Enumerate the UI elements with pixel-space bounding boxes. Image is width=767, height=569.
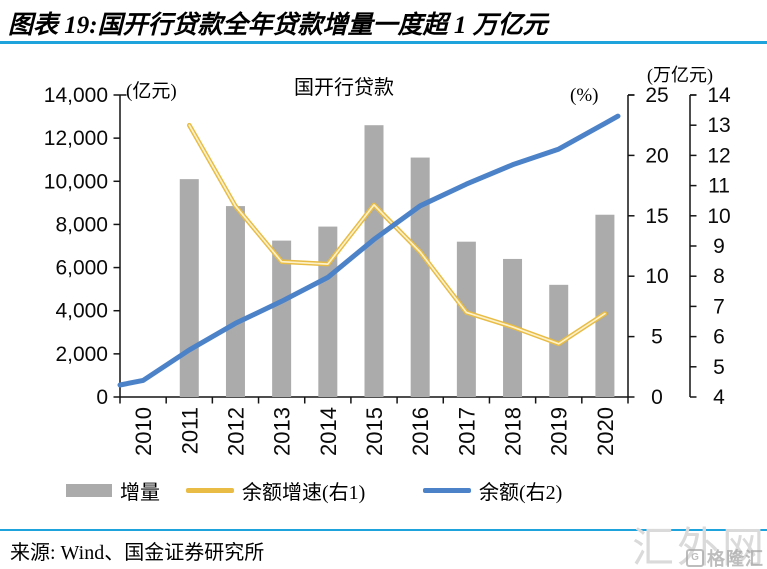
x-axis-tick-label: 2015 <box>362 407 387 456</box>
watermark-text: 汇外网 <box>632 526 767 569</box>
left-axis-unit-label: (亿元) <box>126 81 177 102</box>
bar-2011 <box>179 179 199 397</box>
balance-line <box>117 113 621 388</box>
x-axis-tick-label: 2019 <box>547 407 572 456</box>
x-axis-tick-label: 2018 <box>501 407 526 456</box>
chart-title: 国开行贷款 <box>294 77 394 99</box>
bar-2015 <box>364 125 384 397</box>
bar-2018 <box>503 258 523 397</box>
x-axis-tick-label: 2013 <box>270 407 295 456</box>
x-axis-tick-label: 2017 <box>454 407 479 456</box>
balance-line-swatch <box>423 487 471 493</box>
y-axis-right2-tick-label: 6 <box>713 326 725 349</box>
y-axis-right1-tick-label: 5 <box>651 326 663 349</box>
y-axis-left-tick-label: 10,000 <box>44 170 108 193</box>
y-axis-right1-tick-label: 20 <box>645 144 668 167</box>
legend-item-increment: 增量 <box>66 479 160 504</box>
y-axis-right2-tick-label: 8 <box>713 265 725 288</box>
y-axis-left-tick-label: 6,000 <box>55 257 108 280</box>
right2-axis-unit-label: (万亿元) <box>647 65 713 85</box>
growth-line-core <box>188 124 606 345</box>
y-axis-right2-tick-label: 5 <box>713 356 725 379</box>
x-axis-tick-label: 2014 <box>316 407 341 456</box>
growth-line <box>186 122 608 347</box>
header-rule <box>0 41 767 44</box>
x-axis-tick-label: 2010 <box>131 407 156 456</box>
y-axis-right2-tick-label: 14 <box>707 84 731 107</box>
brand-logo: G 格隆汇 <box>686 545 764 569</box>
x-axis-tick-label: 2020 <box>593 407 618 456</box>
y-axis-left-tick-label: 8,000 <box>55 213 108 236</box>
legend-label: 余额增速(右1) <box>242 481 366 504</box>
y-axis-right2-tick-label: 13 <box>707 114 730 137</box>
y-axis-left-tick-label: 4,000 <box>55 300 108 323</box>
x-axis-tick-label: 2011 <box>177 407 202 454</box>
y-axis-right2-tick-label: 7 <box>713 295 725 318</box>
y-axis-left-tick-label: 2,000 <box>55 343 108 366</box>
y-axis-right2-tick-label: 4 <box>713 386 725 409</box>
y-axis-right2-tick-label: 11 <box>708 175 730 198</box>
y-axis-right2-tick-label: 10 <box>707 205 730 228</box>
bar-2013 <box>272 240 292 397</box>
y-axis-right1-tick-label: 0 <box>651 386 663 409</box>
bar-2019 <box>549 284 569 397</box>
y-axis-right2-tick-label: 12 <box>707 144 730 167</box>
legend-label: 余额(右2) <box>479 481 563 504</box>
figure-title: 图表 19:国开行贷款全年贷款增量一度超 1 万亿元 <box>8 12 548 39</box>
bar-2017 <box>456 241 476 397</box>
legend-item-growth: 余额增速(右1) <box>186 479 365 504</box>
legend-item-balance: 余额(右2) <box>423 479 562 504</box>
bar-2016 <box>410 157 430 397</box>
bar-2014 <box>318 226 338 397</box>
y-axis-right1-tick-label: 25 <box>645 84 668 107</box>
y-axis-right2-tick-label: 9 <box>713 235 725 258</box>
y-axis-right1-tick-label: 15 <box>645 205 668 228</box>
y-axis-right1-tick-label: 10 <box>645 265 668 288</box>
right1-axis-unit-label: (%) <box>570 85 599 106</box>
source-text: 来源: Wind、国金证券研究所 <box>10 542 265 564</box>
y-axis-left-tick-label: 0 <box>96 386 108 409</box>
x-axis-tick-label: 2016 <box>408 407 433 456</box>
legend-label: 增量 <box>120 481 160 504</box>
bar-2012 <box>225 206 245 397</box>
bar-2020 <box>595 214 615 397</box>
footer-rule <box>0 529 767 531</box>
brand-logo-text: 格隆汇 <box>707 549 764 569</box>
increment-bar-swatch <box>66 483 112 497</box>
x-axis-tick-label: 2012 <box>223 407 248 456</box>
y-axis-left-tick-label: 12,000 <box>44 127 108 150</box>
chart-legend: 增量 余额增速(右1) 余额(右2) <box>0 479 767 504</box>
growth-line-swatch <box>186 487 234 493</box>
brand-logo-icon: G <box>686 549 704 567</box>
